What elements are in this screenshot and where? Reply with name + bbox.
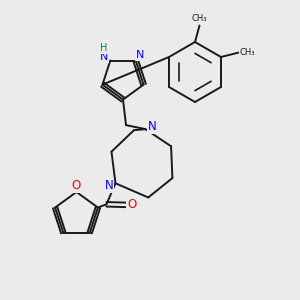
Text: CH₃: CH₃ bbox=[192, 14, 207, 23]
Text: N: N bbox=[100, 52, 108, 62]
Text: CH₃: CH₃ bbox=[240, 48, 255, 57]
Text: H: H bbox=[100, 43, 107, 53]
Text: N: N bbox=[104, 179, 113, 192]
Text: O: O bbox=[72, 179, 81, 192]
Text: N: N bbox=[148, 120, 156, 133]
Text: O: O bbox=[127, 198, 136, 212]
Text: N: N bbox=[136, 50, 144, 60]
